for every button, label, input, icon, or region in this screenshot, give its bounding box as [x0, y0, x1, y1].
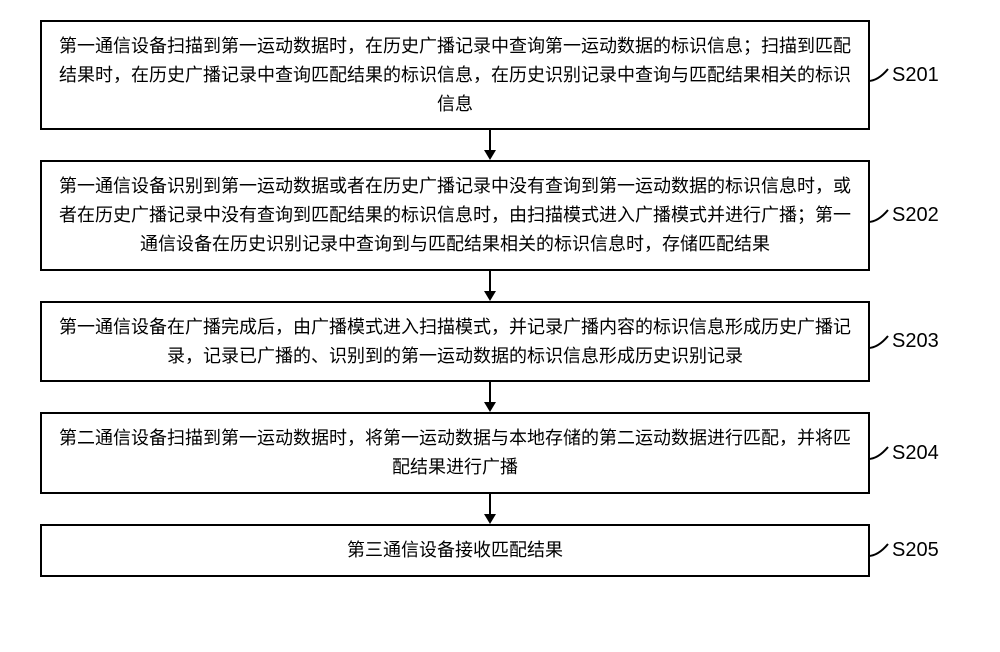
- flowchart-container: 第一通信设备扫描到第一运动数据时，在历史广播记录中查询第一运动数据的标识信息；扫…: [40, 20, 940, 577]
- step-label-s203: S203: [892, 330, 939, 353]
- connector-curve-icon: [868, 445, 890, 461]
- step-row-s201: 第一通信设备扫描到第一运动数据时，在历史广播记录中查询第一运动数据的标识信息；扫…: [40, 20, 940, 130]
- step-row-s203: 第一通信设备在广播完成后，由广播模式进入扫描模式，并记录广播内容的标识信息形成历…: [40, 301, 940, 383]
- step-label-s204: S204: [892, 442, 939, 465]
- arrow-down-icon: [75, 382, 905, 412]
- step-row-s204: 第二通信设备扫描到第一运动数据时，将第一运动数据与本地存储的第二运动数据进行匹配…: [40, 412, 940, 494]
- step-row-s205: 第三通信设备接收匹配结果 S205: [40, 524, 940, 577]
- step-box-s204: 第二通信设备扫描到第一运动数据时，将第一运动数据与本地存储的第二运动数据进行匹配…: [40, 412, 870, 494]
- connector-curve-icon: [868, 334, 890, 350]
- connector-curve-icon: [868, 67, 890, 83]
- step-box-s205: 第三通信设备接收匹配结果: [40, 524, 870, 577]
- step-box-s202: 第一通信设备识别到第一运动数据或者在历史广播记录中没有查询到第一运动数据的标识信…: [40, 160, 870, 270]
- step-label-wrap: S201: [870, 64, 939, 87]
- step-label-wrap: S202: [870, 204, 939, 227]
- step-label-wrap: S205: [870, 539, 939, 562]
- arrow-down-icon: [75, 494, 905, 524]
- step-row-s202: 第一通信设备识别到第一运动数据或者在历史广播记录中没有查询到第一运动数据的标识信…: [40, 160, 940, 270]
- arrow-down-icon: [75, 130, 905, 160]
- step-label-wrap: S203: [870, 330, 939, 353]
- step-label-wrap: S204: [870, 442, 939, 465]
- step-label-s202: S202: [892, 204, 939, 227]
- connector-curve-icon: [868, 208, 890, 224]
- connector-curve-icon: [868, 542, 890, 558]
- step-box-s203: 第一通信设备在广播完成后，由广播模式进入扫描模式，并记录广播内容的标识信息形成历…: [40, 301, 870, 383]
- step-box-s201: 第一通信设备扫描到第一运动数据时，在历史广播记录中查询第一运动数据的标识信息；扫…: [40, 20, 870, 130]
- step-label-s205: S205: [892, 539, 939, 562]
- step-label-s201: S201: [892, 64, 939, 87]
- arrow-down-icon: [75, 271, 905, 301]
